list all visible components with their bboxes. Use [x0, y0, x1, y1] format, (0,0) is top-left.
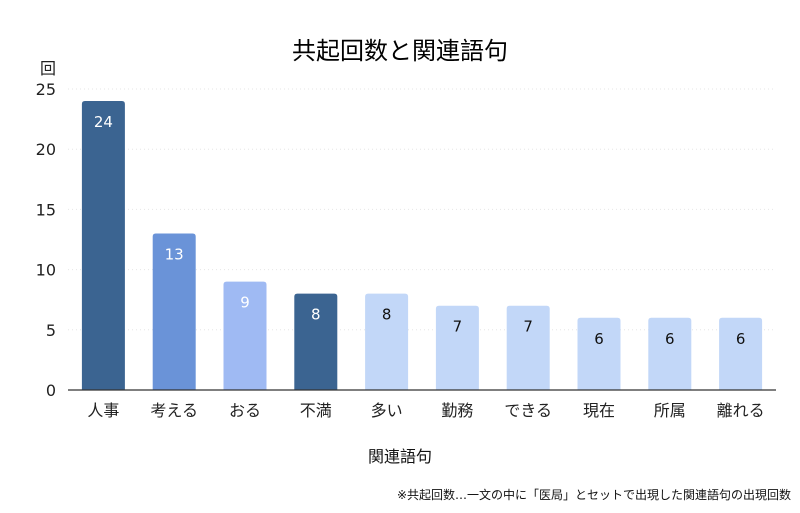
y-axis-ticks: 0 5 10 15 20 25 — [36, 80, 56, 400]
bar-value-label: 9 — [240, 294, 250, 312]
bar-value-label: 6 — [736, 330, 746, 348]
y-axis-unit-label: 回 — [40, 59, 56, 78]
x-tick-label: 人事 — [87, 401, 119, 420]
bar-value-label: 6 — [665, 330, 675, 348]
x-tick-label: 勤務 — [441, 401, 473, 420]
bar — [81, 101, 125, 390]
bar-value-label: 8 — [382, 306, 392, 324]
bar — [435, 305, 479, 390]
x-tick-label: 考える — [150, 401, 198, 420]
bar-value-label: 8 — [311, 306, 321, 324]
bar-value-label: 7 — [453, 318, 463, 336]
bar — [223, 281, 267, 390]
x-tick-label: 離れる — [717, 401, 765, 420]
x-axis-title: 関連語句 — [368, 447, 432, 466]
bar — [648, 317, 692, 390]
x-tick-label: 不満 — [300, 401, 332, 420]
x-axis-ticks: 人事 考える おる 不満 多い 勤務 できる 現在 所属 離れる — [87, 401, 764, 420]
chart-title: 共起回数と関連語句 — [292, 37, 508, 65]
y-tick-label: 15 — [36, 200, 56, 219]
x-tick-label: 多い — [371, 401, 403, 420]
x-tick-label: 現在 — [583, 401, 615, 420]
bars — [81, 101, 763, 390]
x-tick-label: おる — [229, 401, 261, 420]
bar — [365, 293, 409, 390]
x-tick-label: できる — [504, 401, 552, 420]
bar-value-label: 6 — [594, 330, 604, 348]
bar-value-label: 24 — [94, 113, 113, 131]
y-tick-label: 5 — [46, 321, 56, 340]
bar — [506, 305, 550, 390]
y-tick-label: 0 — [46, 381, 56, 400]
y-tick-label: 10 — [36, 261, 56, 280]
bar — [152, 233, 196, 390]
bar-data-labels: 24 13 9 8 8 7 7 6 6 6 — [94, 113, 746, 348]
y-tick-label: 20 — [36, 140, 56, 159]
bar-value-label: 7 — [523, 318, 533, 336]
bar — [294, 293, 338, 390]
bar-value-label: 13 — [165, 245, 184, 263]
bar — [577, 317, 621, 390]
x-tick-label: 所属 — [654, 401, 686, 420]
y-tick-label: 25 — [36, 80, 56, 99]
bar — [719, 317, 763, 390]
chart-footnote: ※共起回数…一文の中に「医局」とセットで出現した関連語句の出現回数 — [397, 487, 791, 502]
